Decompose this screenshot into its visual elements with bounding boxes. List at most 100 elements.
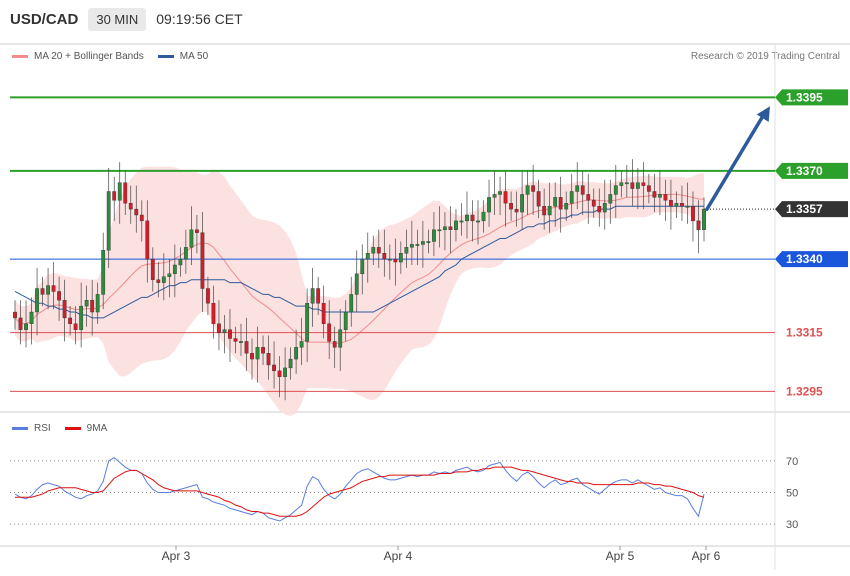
- candle-body: [448, 226, 453, 230]
- candle-body: [624, 182, 629, 185]
- candle-body: [387, 258, 392, 261]
- candle: [443, 212, 447, 251]
- candle-body: [305, 303, 310, 342]
- candle-body: [597, 205, 602, 213]
- candle: [630, 159, 635, 207]
- candle: [145, 200, 150, 283]
- candle: [702, 197, 706, 242]
- candle: [536, 179, 541, 218]
- rsi-tick-50: 50: [786, 488, 798, 500]
- candle: [139, 200, 144, 242]
- candle: [239, 323, 243, 357]
- candle: [393, 238, 398, 286]
- candle-body: [437, 229, 442, 232]
- rsi-legend-label: RSI: [34, 423, 51, 434]
- candle-body: [112, 191, 117, 201]
- candle: [696, 200, 701, 254]
- price-tag-1.3295: 1.3295: [786, 384, 823, 398]
- candle: [316, 276, 321, 315]
- candle: [228, 309, 232, 363]
- candle-body: [90, 300, 95, 313]
- candle-body: [558, 197, 563, 210]
- x-axis-label: Apr 4: [384, 549, 413, 563]
- candle: [40, 276, 45, 307]
- candle: [266, 335, 271, 380]
- candle-body: [420, 241, 425, 245]
- candle: [426, 229, 431, 254]
- candle: [476, 200, 480, 245]
- candle: [542, 188, 547, 230]
- candle-body: [415, 244, 420, 246]
- x-axis-label: Apr 3: [162, 549, 191, 563]
- candle-body: [531, 185, 536, 192]
- candle-body: [382, 253, 387, 260]
- candle-body: [57, 291, 61, 301]
- candle: [398, 241, 403, 274]
- candle-body: [40, 288, 45, 295]
- candle-body: [569, 191, 574, 204]
- candle-body: [635, 182, 640, 189]
- price-tag-label: 1.3357: [786, 202, 823, 216]
- price-tag-bg: [775, 89, 848, 106]
- candle: [343, 300, 348, 342]
- candle-body: [183, 247, 188, 260]
- timeframe-selector[interactable]: 30 MIN: [88, 7, 147, 31]
- candle: [547, 182, 552, 233]
- candle: [448, 206, 453, 254]
- price-tag-bg: [775, 162, 848, 179]
- candle: [29, 297, 34, 345]
- candle: [112, 176, 117, 221]
- candle: [128, 185, 133, 224]
- candle: [95, 282, 100, 324]
- candle: [338, 309, 343, 371]
- candle: [503, 170, 508, 227]
- candle-body: [404, 247, 409, 254]
- candle-body: [652, 191, 657, 198]
- candle: [415, 229, 420, 265]
- candle-body: [239, 341, 243, 343]
- candle-body: [255, 347, 260, 360]
- candle: [206, 276, 210, 315]
- candle-body: [564, 203, 569, 210]
- candle: [233, 326, 238, 354]
- candle: [481, 200, 486, 233]
- candle: [321, 285, 326, 339]
- candle-body: [503, 191, 508, 204]
- candle: [101, 232, 106, 310]
- candle-body: [327, 323, 332, 342]
- bollinger-band-area: [15, 166, 704, 417]
- candle: [487, 179, 491, 227]
- candle: [602, 179, 607, 230]
- candle-body: [542, 205, 547, 216]
- candle: [459, 203, 464, 236]
- candle: [360, 244, 365, 295]
- candle: [619, 170, 624, 198]
- candle-body: [222, 329, 227, 333]
- price-tag-1.3357: 1.3357: [775, 201, 848, 218]
- candle-body: [51, 285, 56, 292]
- candle-body: [101, 250, 106, 295]
- rsi-line: [14, 457, 705, 522]
- candle: [349, 276, 354, 327]
- candle-body: [371, 247, 376, 254]
- candle-body: [481, 211, 486, 222]
- candle: [404, 229, 409, 268]
- candle: [354, 250, 359, 313]
- candle: [261, 335, 265, 365]
- candle-body: [228, 329, 232, 339]
- candle: [79, 282, 84, 348]
- forecast-arrow-head: [756, 106, 770, 122]
- symbol-label[interactable]: USD/CAD: [10, 10, 79, 28]
- bollinger-legend-label: MA 20 + Bollinger Bands: [34, 51, 144, 62]
- candle: [189, 206, 194, 265]
- candle: [680, 185, 684, 221]
- candle-body: [393, 258, 398, 263]
- candle-body: [376, 247, 381, 254]
- candle-body: [702, 208, 706, 230]
- candle: [13, 300, 17, 330]
- candle: [172, 244, 177, 298]
- candle-body: [24, 323, 28, 330]
- candle: [117, 162, 122, 224]
- candle-body: [161, 276, 166, 283]
